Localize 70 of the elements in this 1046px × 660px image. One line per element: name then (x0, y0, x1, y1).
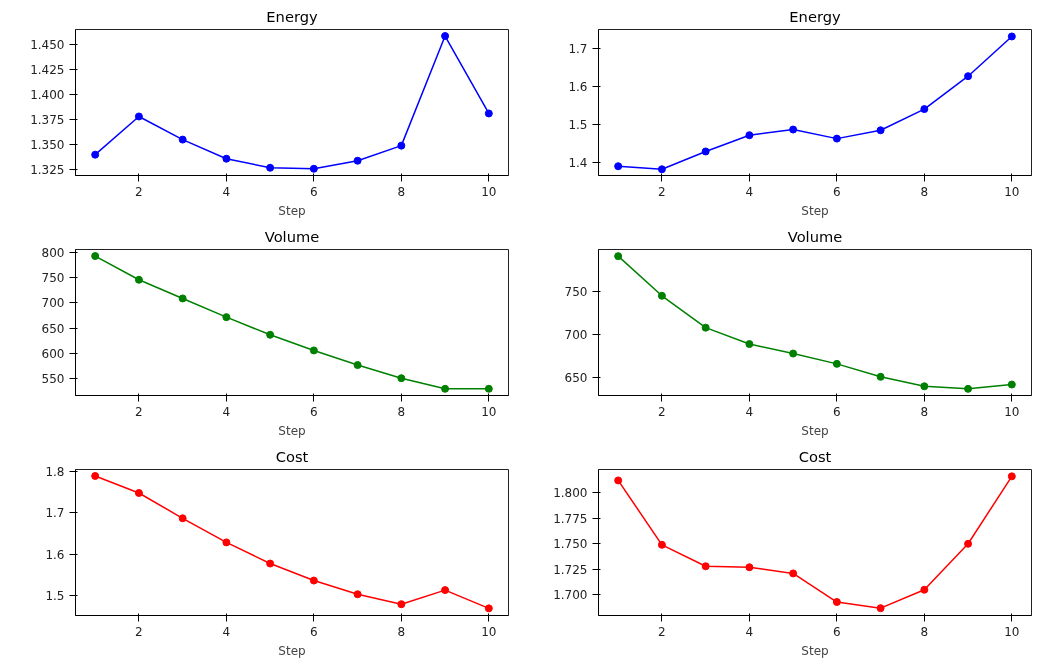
x-tick-label: 2 (658, 624, 666, 639)
x-tick-label: 4 (745, 404, 754, 419)
x-axis-title: Step (278, 203, 306, 218)
y-tick-label: 1.775 (553, 511, 588, 526)
y-tick-label: 1.7 (45, 506, 65, 521)
x-tick-label: 10 (481, 404, 497, 419)
x-tick-label: 4 (222, 404, 231, 419)
x-tick-label: 6 (833, 184, 841, 199)
y-tick-label: 1.325 (30, 163, 65, 178)
y-tick-label: 800 (41, 246, 65, 261)
x-axis-title: Step (801, 203, 829, 218)
y-tick-label: 1.700 (553, 588, 588, 603)
y-tick-label: 700 (41, 296, 65, 311)
x-tick-label: 6 (310, 184, 318, 199)
y-tick-label: 750 (564, 284, 588, 299)
y-tick-label: 1.350 (30, 138, 65, 153)
chart-title: Energy (266, 7, 318, 25)
x-axis-title: Step (801, 423, 829, 438)
x-tick-label: 8 (397, 184, 406, 199)
x-tick-label: 10 (481, 624, 497, 639)
y-tick-label: 1.5 (45, 589, 65, 604)
y-tick-label: 1.800 (553, 486, 588, 501)
x-tick-label: 6 (833, 404, 841, 419)
y-tick-label: 1.375 (30, 112, 65, 127)
x-tick-label: 4 (222, 624, 231, 639)
x-tick-label: 8 (920, 404, 929, 419)
x-tick-label: 10 (1004, 404, 1020, 419)
x-tick-label: 4 (745, 184, 754, 199)
y-tick-label: 1.8 (45, 464, 65, 479)
y-tick-label: 1.750 (553, 537, 588, 552)
x-axis-title: Step (278, 643, 306, 658)
y-tick-label: 700 (564, 328, 588, 343)
chart-title: Volume (787, 227, 843, 245)
x-tick-label: 8 (920, 624, 929, 639)
x-tick-label: 8 (920, 184, 929, 199)
y-tick-label: 1.7 (568, 42, 588, 57)
chart-title: Cost (798, 447, 832, 465)
x-tick-label: 6 (833, 624, 841, 639)
y-tick-label: 750 (41, 271, 65, 286)
x-tick-label: 10 (1004, 624, 1020, 639)
x-tick-label: 2 (135, 184, 143, 199)
y-tick-label: 1.450 (30, 37, 65, 52)
x-tick-label: 2 (135, 404, 143, 419)
chart-title: Cost (275, 447, 309, 465)
y-tick-label: 550 (41, 372, 65, 387)
x-tick-label: 4 (745, 624, 754, 639)
x-tick-label: 8 (397, 624, 406, 639)
x-tick-label: 2 (658, 404, 666, 419)
y-tick-label: 600 (41, 346, 65, 361)
y-tick-label: 1.425 (30, 62, 65, 77)
x-tick-label: 4 (222, 184, 231, 199)
chart-title: Energy (789, 7, 841, 25)
x-tick-label: 2 (658, 184, 666, 199)
y-tick-label: 1.725 (553, 562, 588, 577)
x-axis-title: Step (801, 643, 829, 658)
chart-title: Volume (264, 227, 320, 245)
y-tick-label: 1.6 (45, 547, 65, 562)
x-tick-label: 8 (397, 404, 406, 419)
x-tick-label: 6 (310, 404, 318, 419)
x-tick-label: 6 (310, 624, 318, 639)
x-tick-label: 2 (135, 624, 143, 639)
y-tick-label: 1.5 (568, 118, 588, 133)
y-tick-label: 650 (41, 321, 65, 336)
y-tick-label: 1.4 (568, 155, 588, 170)
y-tick-label: 1.6 (568, 80, 588, 95)
x-axis-title: Step (278, 423, 306, 438)
x-tick-label: 10 (1004, 184, 1020, 199)
x-tick-label: 10 (481, 184, 497, 199)
y-tick-label: 650 (564, 371, 588, 386)
y-tick-label: 1.400 (30, 87, 65, 102)
